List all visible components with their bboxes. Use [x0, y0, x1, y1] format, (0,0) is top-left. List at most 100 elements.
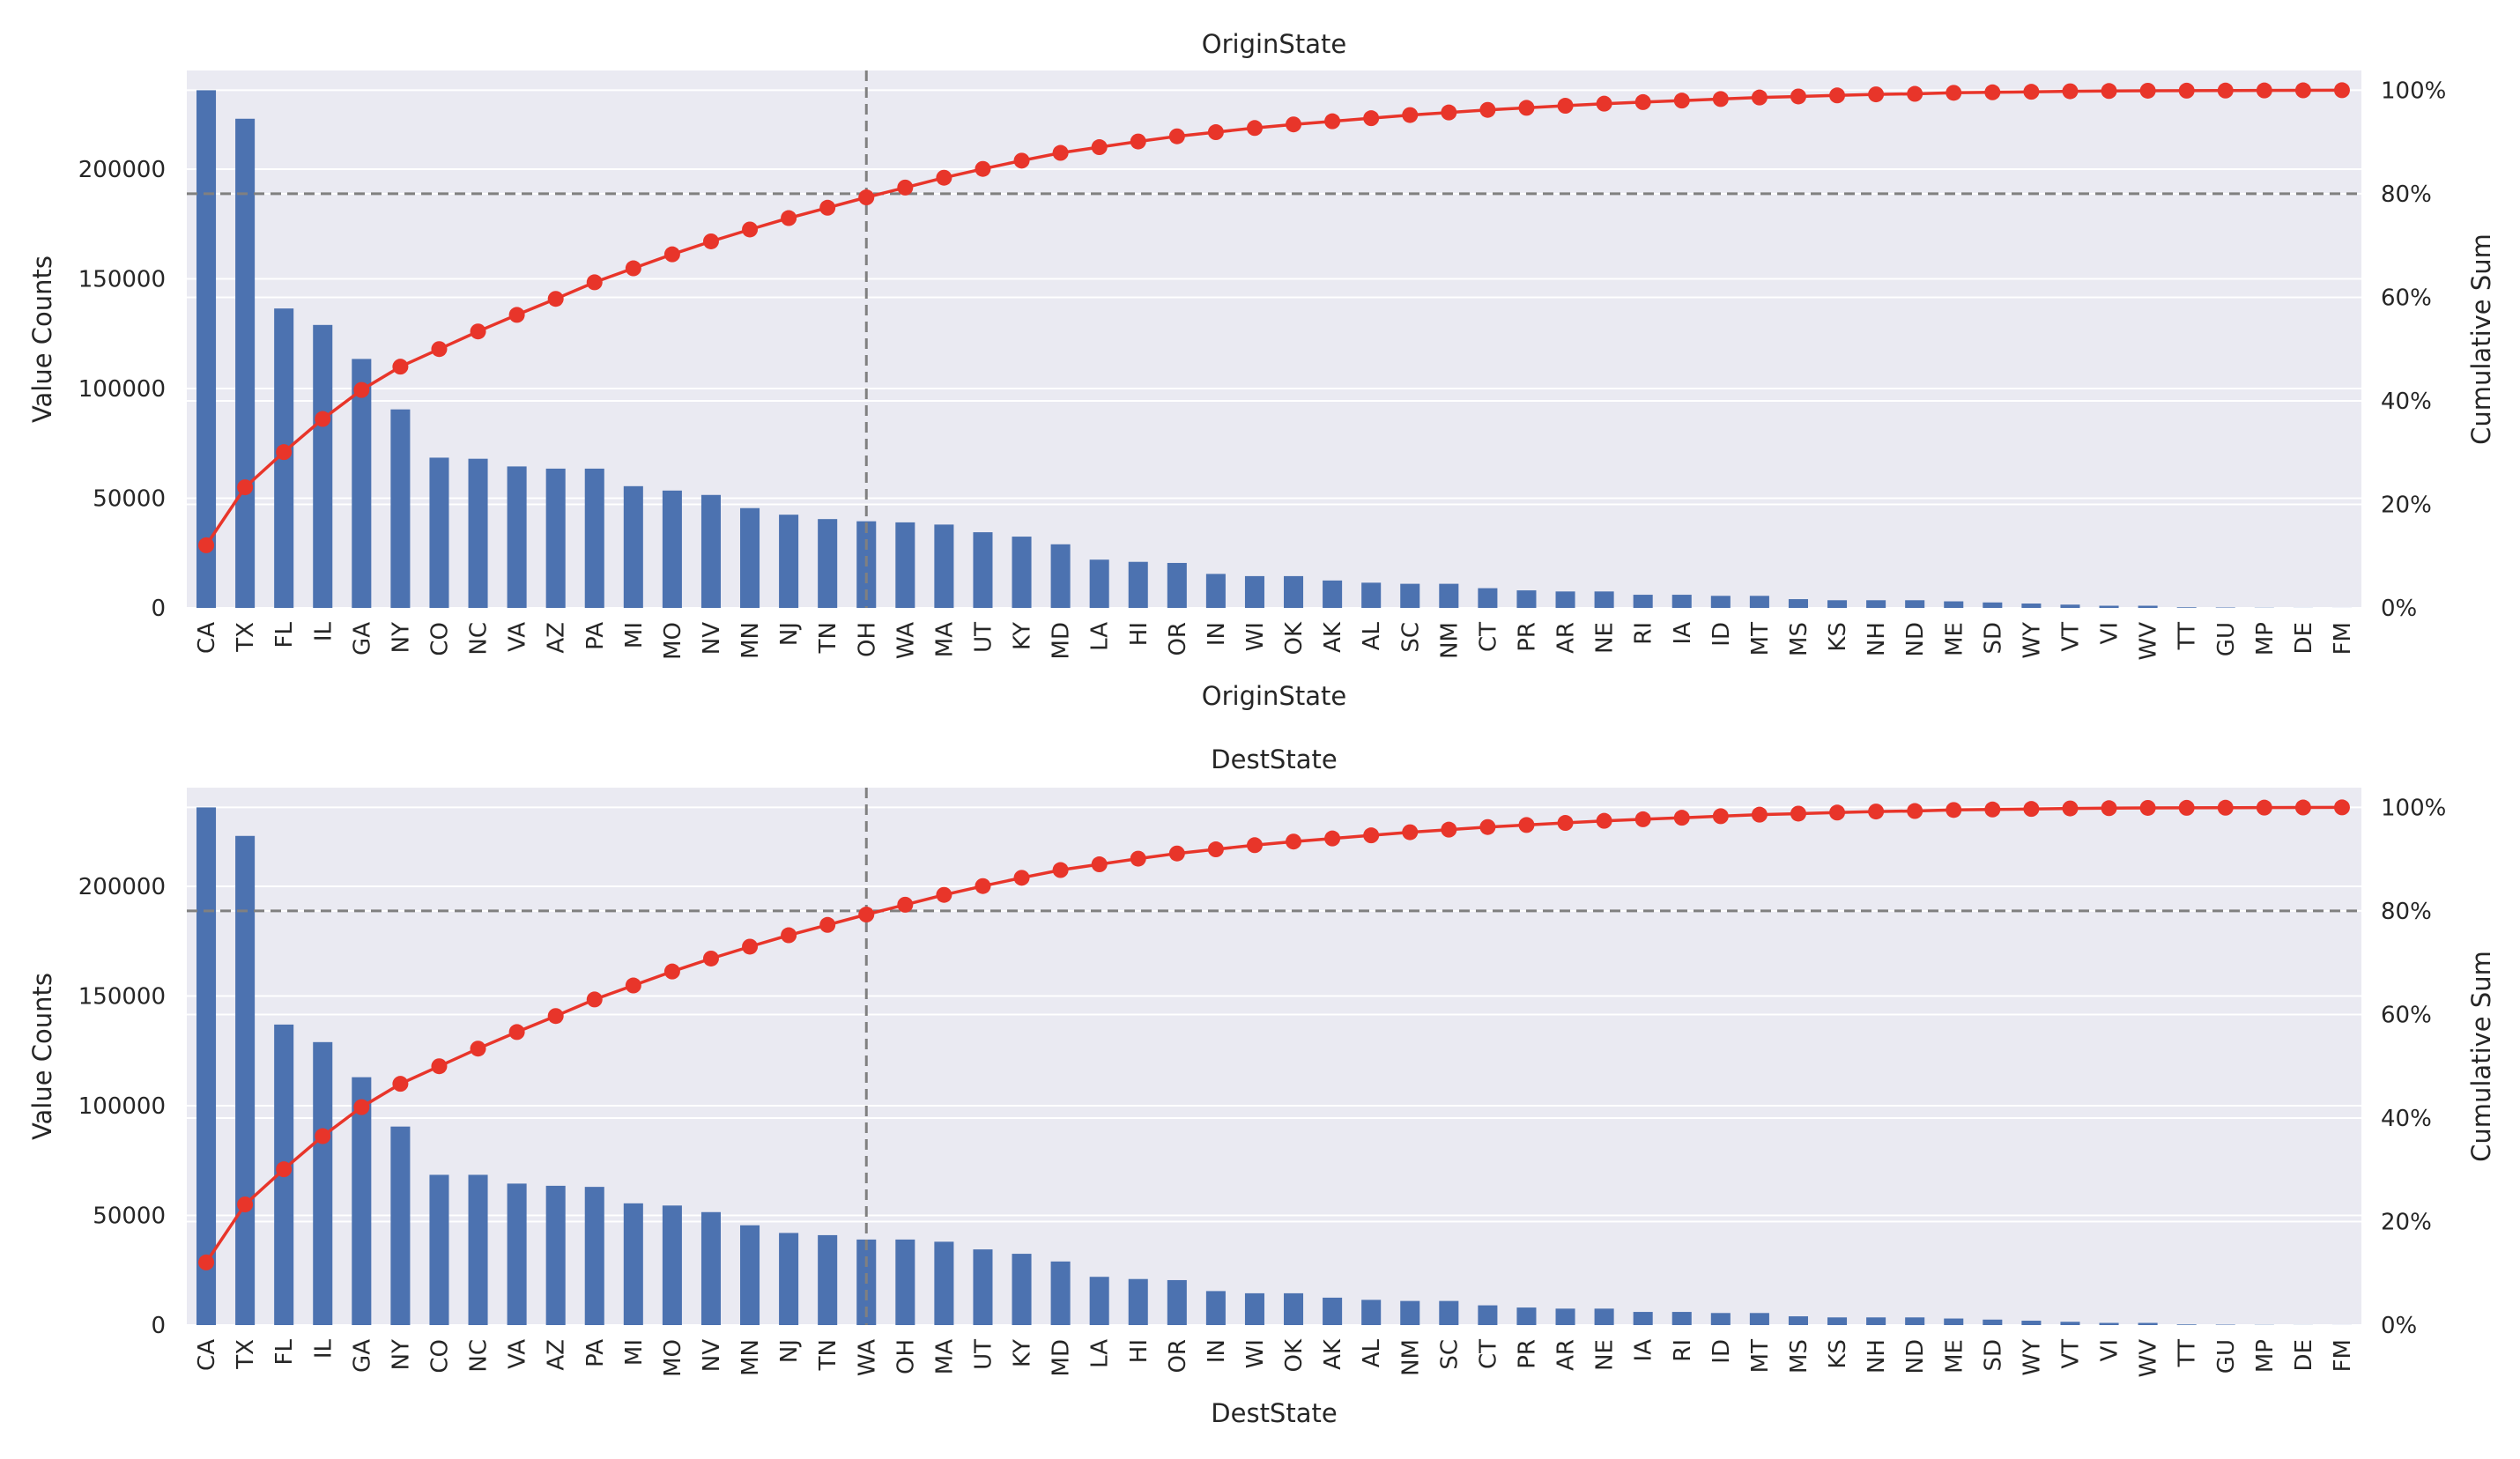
cumulative-point [1207, 124, 1224, 141]
cumulative-point [2217, 799, 2234, 816]
x-tick-label: TT [2175, 622, 2201, 650]
cumulative-point [547, 1008, 564, 1025]
cumulative-point [1557, 98, 1574, 115]
x-tick-label: VI [2097, 622, 2123, 644]
cumulative-point [237, 479, 254, 496]
x-tick-label: CO [426, 1339, 453, 1374]
bar [1866, 600, 1886, 608]
x-tick-label: VT [2057, 1339, 2084, 1369]
cumulative-point [1324, 113, 1341, 130]
bar [1478, 1305, 1498, 1325]
bar [2176, 1324, 2197, 1325]
bar [468, 1174, 488, 1325]
x-tick-label: ME [1941, 622, 1968, 656]
x-tick-label: SD [1980, 622, 2006, 655]
x-tick-label: MN [737, 1339, 764, 1376]
x-tick-label: SD [1980, 1339, 2006, 1372]
cumulative-point [1790, 805, 1806, 822]
cumulative-point [2256, 799, 2272, 816]
bar [1749, 596, 1769, 608]
bar [1284, 575, 1304, 608]
x-tick-label: IL [310, 621, 337, 641]
bar [1050, 544, 1071, 608]
y2-tick-label: 40% [2381, 1106, 2432, 1132]
bar [1594, 1308, 1614, 1325]
cumulative-point [1441, 821, 1457, 838]
bar [1323, 1297, 1343, 1325]
bar [1710, 596, 1731, 608]
x-tick-label: CT [1475, 1339, 1501, 1369]
cumulative-point [276, 1161, 293, 1178]
bar [507, 466, 527, 608]
x-tick-label: MS [1786, 1339, 1812, 1374]
bar [352, 1077, 372, 1325]
x-tick-label: WY [2019, 1339, 2045, 1376]
bar [1128, 561, 1148, 608]
x-tick-label: AL [1359, 621, 1385, 650]
cumulative-point [431, 1058, 448, 1075]
cumulative-point [1168, 128, 1185, 144]
cumulative-point [858, 907, 875, 923]
cumulative-point [1402, 107, 1419, 123]
cumulative-point [315, 411, 331, 427]
cumulative-point [1168, 845, 1185, 862]
cumulative-point [1712, 808, 1729, 825]
cumulative-point [1363, 827, 1380, 844]
x-tick-label: NC [466, 622, 493, 655]
x-tick-label: KS [1825, 1339, 1851, 1369]
x-tick-label: WA [854, 1339, 880, 1376]
cumulative-point [1751, 806, 1768, 823]
cumulative-point [936, 169, 952, 186]
cumulative-point [781, 210, 797, 226]
cumulative-point [2023, 801, 2040, 818]
cumulative-point [2062, 83, 2079, 100]
bar [1167, 562, 1187, 608]
x-tick-label: PA [582, 622, 609, 650]
bar [2176, 607, 2197, 608]
chart-title: OriginState [1202, 29, 1346, 59]
x-tick-label: MO [660, 622, 686, 660]
y2-axis-label: Cumulative Sum [2466, 233, 2496, 445]
bar [1439, 1300, 1459, 1325]
bar [1749, 1313, 1769, 1325]
bar [235, 118, 256, 608]
x-tick-label: FM [2330, 1339, 2356, 1372]
y-tick-label: 150000 [78, 267, 166, 293]
x-tick-label: WI [1242, 622, 1269, 651]
bar [2099, 1322, 2119, 1325]
bar [1516, 590, 1537, 608]
cumulative-point [586, 991, 603, 1008]
x-tick-label: VA [505, 622, 531, 652]
cumulative-point [1363, 110, 1380, 127]
cumulative-point [975, 878, 991, 894]
x-tick-label: IN [1204, 622, 1230, 646]
cumulative-point [198, 537, 215, 553]
x-tick-label: TT [2175, 1339, 2201, 1367]
cumulative-point [1091, 139, 1108, 156]
y-tick-label: 0 [151, 1313, 166, 1339]
y-axis-label: Value Counts [27, 256, 57, 423]
x-tick-label: WA [893, 622, 919, 659]
x-tick-label: KY [1010, 622, 1036, 650]
x-tick-label: AK [1320, 621, 1346, 653]
bar [1555, 591, 1575, 608]
cumulative-point [819, 199, 836, 216]
x-tick-label: MP [2252, 622, 2279, 655]
x-tick-label: LA [1087, 1339, 1114, 1368]
bar [1827, 1317, 1848, 1325]
bar [196, 90, 217, 609]
x-tick-label: UT [970, 1339, 997, 1370]
cumulative-point [1052, 144, 1069, 161]
cumulative-point [1518, 817, 1535, 833]
y2-tick-label: 40% [2381, 389, 2432, 415]
bar [352, 359, 372, 608]
cumulative-point [508, 1024, 525, 1041]
cumulative-point [1868, 86, 1885, 103]
cumulative-point [392, 359, 409, 375]
x-tick-label: VI [2097, 1339, 2123, 1361]
x-tick-label: MD [1049, 622, 1075, 659]
x-tick-label: UT [970, 622, 997, 653]
bar [1905, 1317, 1925, 1325]
x-tick-label: GA [349, 622, 375, 655]
bar [1788, 1316, 1808, 1325]
